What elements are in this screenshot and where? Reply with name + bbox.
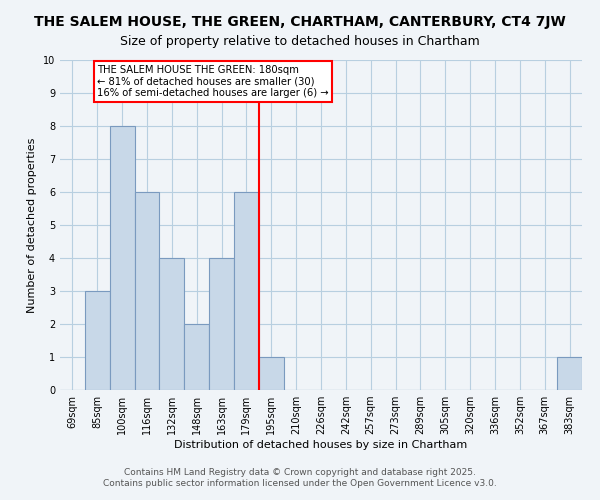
X-axis label: Distribution of detached houses by size in Chartham: Distribution of detached houses by size … bbox=[175, 440, 467, 450]
Text: THE SALEM HOUSE, THE GREEN, CHARTHAM, CANTERBURY, CT4 7JW: THE SALEM HOUSE, THE GREEN, CHARTHAM, CA… bbox=[34, 15, 566, 29]
Bar bbox=[259, 357, 284, 390]
Text: Size of property relative to detached houses in Chartham: Size of property relative to detached ho… bbox=[120, 35, 480, 48]
Y-axis label: Number of detached properties: Number of detached properties bbox=[28, 138, 37, 312]
Bar bbox=[557, 357, 582, 390]
Text: Contains HM Land Registry data © Crown copyright and database right 2025.
Contai: Contains HM Land Registry data © Crown c… bbox=[103, 468, 497, 487]
Bar bbox=[134, 192, 160, 390]
Bar bbox=[85, 291, 110, 390]
Bar bbox=[184, 324, 209, 390]
Bar bbox=[110, 126, 134, 390]
Text: THE SALEM HOUSE THE GREEN: 180sqm
← 81% of detached houses are smaller (30)
16% : THE SALEM HOUSE THE GREEN: 180sqm ← 81% … bbox=[97, 65, 329, 98]
Bar bbox=[209, 258, 234, 390]
Bar bbox=[234, 192, 259, 390]
Bar bbox=[160, 258, 184, 390]
